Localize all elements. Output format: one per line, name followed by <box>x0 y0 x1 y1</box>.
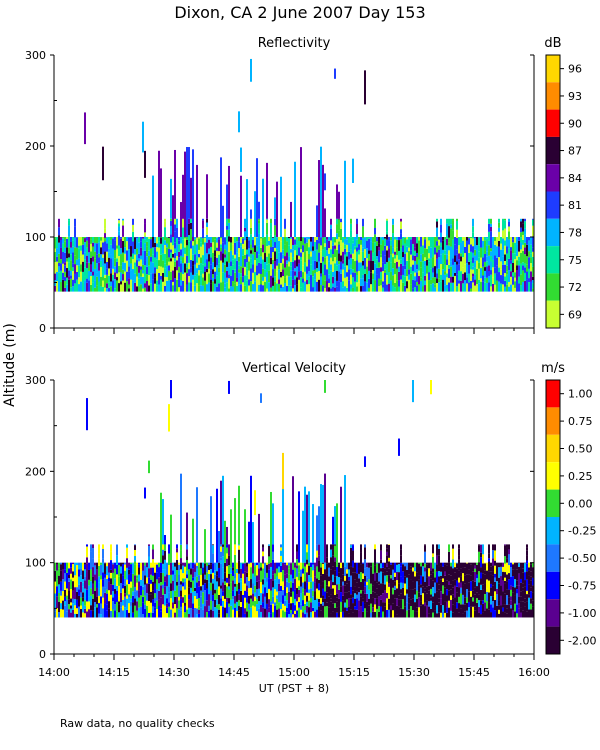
colorbar-swatch <box>546 571 560 600</box>
reflectivity-panel: Reflectivity 0 100 200 300 dB 96 93 90 87 84 81 78 75… <box>25 36 582 335</box>
colorbar-swatch <box>546 109 560 137</box>
colorbar-swatch <box>546 136 560 165</box>
colorbar-label: -0.25 <box>568 525 596 538</box>
colorbar-label: 96 <box>568 63 582 76</box>
colorbar-unit: dB <box>544 36 561 51</box>
colorbar-label: -0.50 <box>568 552 596 565</box>
colorbar-label: -2.00 <box>568 634 596 647</box>
colorbar-swatch <box>546 517 560 545</box>
panel-title: Reflectivity <box>258 36 331 51</box>
x-tick-label: 14:45 <box>218 666 250 679</box>
colorbar-label: 0.50 <box>568 443 593 456</box>
colorbar-swatch <box>546 626 560 654</box>
y-tick-label: 300 <box>25 49 46 62</box>
colorbar-swatch <box>546 489 560 517</box>
x-tick-label: 14:00 <box>38 666 70 679</box>
colorbar-swatch <box>546 599 560 627</box>
colorbar-label: 81 <box>568 199 582 212</box>
x-tick-label: 15:30 <box>398 666 430 679</box>
colorbar-label: 75 <box>568 254 582 267</box>
y-tick-label: 200 <box>25 140 46 153</box>
colorbar-unit: m/s <box>541 361 565 376</box>
colorbar-label: 0.00 <box>568 497 593 510</box>
colorbar-swatch <box>546 218 560 247</box>
colorbar-swatch <box>546 380 560 408</box>
x-tick-label: 15:15 <box>338 666 370 679</box>
colorbar-label: -1.00 <box>568 607 596 620</box>
y-tick-label: 0 <box>39 648 46 661</box>
colorbar-swatch <box>546 544 560 572</box>
colorbar-swatch <box>546 407 560 435</box>
y-tick-label: 0 <box>39 322 46 335</box>
colorbar-swatch <box>546 55 560 83</box>
colorbar-swatch <box>546 164 560 192</box>
figure-title: Dixon, CA 2 June 2007 Day 153 <box>174 3 425 22</box>
colorbar-swatch <box>546 273 560 301</box>
colorbar-frame <box>545 379 561 655</box>
colorbar-label: -0.75 <box>568 580 596 593</box>
x-tick-label: 14:15 <box>98 666 130 679</box>
heatmap-field <box>54 380 534 618</box>
colorbar-frame <box>545 54 561 329</box>
y-tick-label: 300 <box>25 374 46 387</box>
panel-title: Vertical Velocity <box>242 361 346 376</box>
colorbar-label: 84 <box>568 172 582 185</box>
vertical-velocity-panel: Vertical Velocity 0 100 200 300 14:00 14:15 14:… <box>25 361 596 679</box>
footnote: Raw data, no quality checks <box>60 717 215 730</box>
colorbar-swatch <box>546 434 560 463</box>
y-tick-label: 100 <box>25 231 46 244</box>
colorbar-label: 87 <box>568 145 582 158</box>
altitude-axis-label: Altitude (m) <box>2 323 18 407</box>
colorbar-label: 0.25 <box>568 470 593 483</box>
x-tick-label: 14:30 <box>158 666 190 679</box>
colorbar-label: 90 <box>568 117 582 130</box>
colorbar-label: 78 <box>568 226 582 239</box>
colorbar-label: 69 <box>568 308 582 321</box>
x-tick-label: 15:00 <box>278 666 310 679</box>
x-tick-label: 15:45 <box>458 666 490 679</box>
colorbar-swatch <box>546 82 560 110</box>
y-tick-label: 200 <box>25 465 46 478</box>
x-tick-label: 16:00 <box>518 666 550 679</box>
colorbar-swatch <box>546 462 560 490</box>
y-tick-label: 100 <box>25 557 46 570</box>
colorbar-label: 1.00 <box>568 388 593 401</box>
colorbar-swatch <box>546 191 560 219</box>
colorbar-label: 93 <box>568 90 582 103</box>
heatmap-field <box>54 58 534 292</box>
colorbar-swatch <box>546 246 560 274</box>
time-axis-label: UT (PST + 8) <box>259 682 329 695</box>
colorbar-label: 0.75 <box>568 415 593 428</box>
colorbar-swatch <box>546 300 560 328</box>
colorbar-label: 72 <box>568 281 582 294</box>
